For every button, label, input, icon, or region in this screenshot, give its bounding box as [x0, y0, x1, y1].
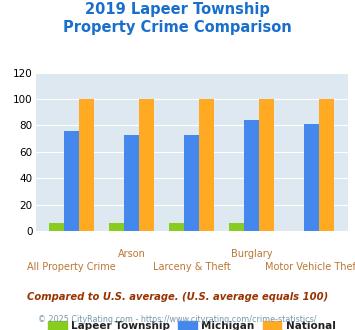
- Bar: [320, 99, 334, 231]
- Bar: [109, 223, 124, 231]
- Text: 2019 Lapeer Township: 2019 Lapeer Township: [85, 2, 270, 16]
- Bar: [64, 131, 79, 231]
- Bar: [124, 135, 139, 231]
- Bar: [259, 99, 274, 231]
- Bar: [184, 135, 199, 231]
- Text: All Property Crime: All Property Crime: [27, 262, 116, 272]
- Text: Property Crime Comparison: Property Crime Comparison: [63, 20, 292, 35]
- Text: Arson: Arson: [118, 249, 146, 259]
- Text: © 2025 CityRating.com - https://www.cityrating.com/crime-statistics/: © 2025 CityRating.com - https://www.city…: [38, 315, 317, 324]
- Bar: [304, 124, 320, 231]
- Bar: [169, 223, 184, 231]
- Text: Compared to U.S. average. (U.S. average equals 100): Compared to U.S. average. (U.S. average …: [27, 292, 328, 302]
- Bar: [229, 223, 244, 231]
- Legend: Lapeer Township, Michigan, National: Lapeer Township, Michigan, National: [46, 318, 338, 330]
- Bar: [244, 120, 259, 231]
- Bar: [139, 99, 154, 231]
- Bar: [49, 223, 64, 231]
- Text: Motor Vehicle Theft: Motor Vehicle Theft: [264, 262, 355, 272]
- Bar: [79, 99, 94, 231]
- Text: Burglary: Burglary: [231, 249, 273, 259]
- Bar: [199, 99, 214, 231]
- Text: Larceny & Theft: Larceny & Theft: [153, 262, 231, 272]
